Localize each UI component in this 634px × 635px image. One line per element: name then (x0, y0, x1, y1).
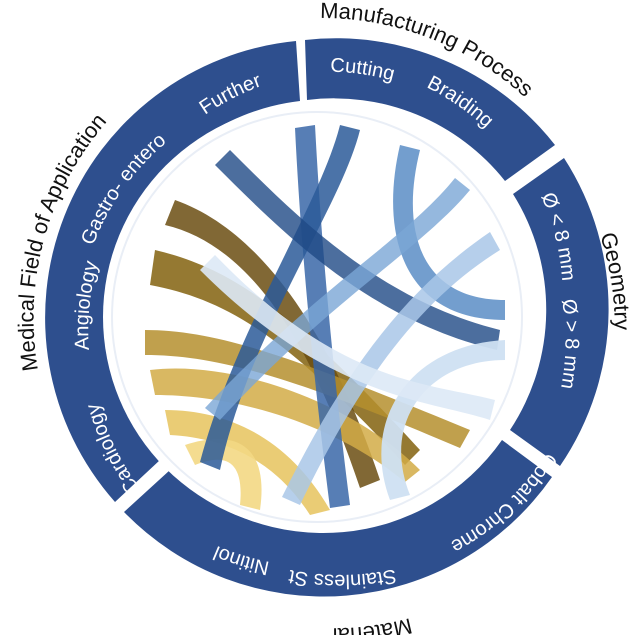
chord-gold-5 (165, 410, 330, 515)
chord-blue-7 (381, 340, 505, 500)
chord-blue-5 (205, 178, 470, 420)
chord-blue-4 (393, 145, 505, 320)
title-material: Material (333, 613, 415, 635)
segment-geometry (510, 158, 609, 466)
chord-blue-8 (200, 255, 495, 420)
segment-medical-field (45, 41, 300, 502)
chord-blue-3 (215, 150, 500, 350)
chords (145, 125, 505, 515)
inner-circle-outline (111, 111, 523, 523)
outer-ring (45, 38, 609, 597)
chord-blue-6 (282, 232, 500, 505)
label-geometry-large: Ø > 8 mm (556, 298, 582, 391)
chord-gold-2 (165, 200, 380, 488)
chord-gold-3 (145, 330, 470, 448)
chord-gold-1 (150, 250, 420, 465)
segment-material (124, 440, 552, 597)
segment-manufacturing-process (305, 38, 555, 182)
